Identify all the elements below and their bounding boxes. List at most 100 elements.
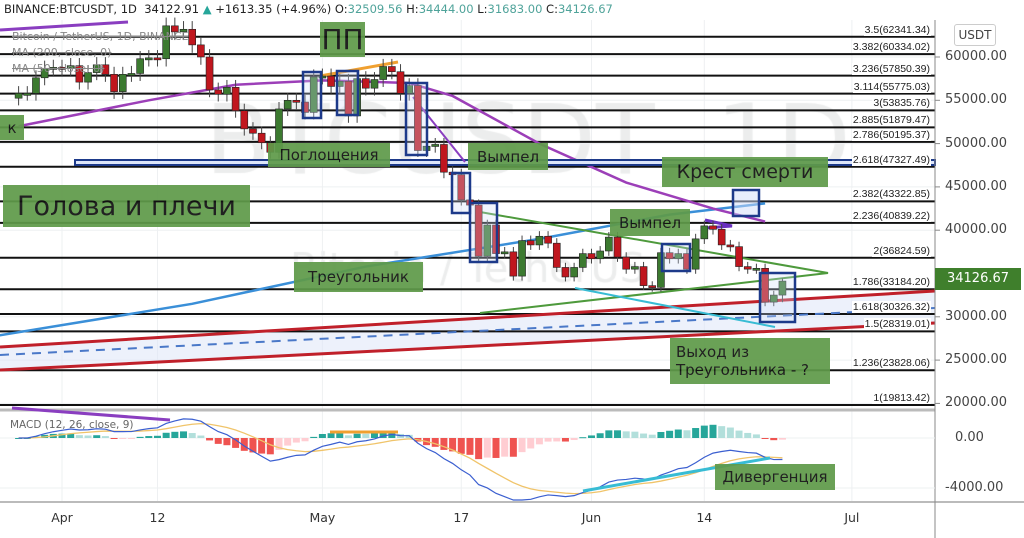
annotation-pennant-1[interactable]: Вымпел — [468, 143, 548, 170]
candle[interactable] — [605, 236, 613, 252]
purple-trendline-top[interactable] — [0, 20, 129, 32]
macd-purple-trendline[interactable] — [11, 406, 171, 422]
candle[interactable] — [752, 268, 761, 271]
candle[interactable] — [92, 64, 101, 73]
macd-divergence-line[interactable] — [582, 456, 771, 493]
candle[interactable] — [778, 280, 787, 296]
purple-pennant2-line[interactable] — [704, 218, 733, 230]
candle[interactable] — [101, 64, 110, 75]
currency-button[interactable]: USDT — [954, 24, 996, 46]
candle[interactable] — [14, 93, 23, 99]
candle[interactable] — [188, 28, 196, 46]
annotation-engulfing[interactable]: Поглощения — [268, 143, 390, 167]
channel-upper-line[interactable] — [0, 289, 936, 349]
candle[interactable] — [561, 267, 570, 278]
legend-macd[interactable]: MACD (12, 26, close, 9) — [10, 419, 134, 431]
candle[interactable] — [674, 253, 683, 260]
death-cross-box[interactable] — [731, 188, 761, 218]
candle[interactable] — [309, 76, 318, 113]
legend-series[interactable]: Bitcoin / TetherUS, 1D, BINANCE — [12, 30, 189, 43]
candle[interactable] — [735, 246, 743, 267]
candle[interactable] — [162, 25, 170, 60]
candle[interactable] — [552, 242, 561, 268]
annotation-partial[interactable]: к — [0, 115, 24, 140]
candle[interactable] — [84, 72, 92, 83]
candle[interactable] — [179, 28, 188, 33]
candle[interactable] — [648, 285, 657, 288]
candle[interactable] — [396, 71, 405, 94]
candle[interactable] — [40, 67, 49, 79]
candle[interactable] — [509, 251, 518, 277]
candle[interactable] — [544, 235, 552, 244]
highlight-box[interactable] — [468, 201, 499, 264]
candle[interactable] — [414, 85, 422, 151]
candle[interactable] — [613, 236, 622, 258]
annotation-triangle-exit[interactable]: Выход из Треугольника - ? — [670, 338, 830, 384]
candle[interactable] — [32, 77, 40, 94]
macd-signal-line[interactable] — [18, 422, 783, 495]
candle[interactable] — [118, 74, 127, 92]
candle[interactable] — [301, 101, 309, 113]
candle[interactable] — [75, 65, 84, 83]
candle[interactable] — [457, 174, 466, 201]
candle[interactable] — [483, 224, 492, 257]
annotation-head-and-shoulders[interactable]: Голова и плечи — [3, 185, 250, 227]
candle[interactable] — [761, 268, 769, 303]
candle[interactable] — [388, 66, 396, 73]
channel-lower-line[interactable] — [0, 321, 936, 372]
candle[interactable] — [665, 252, 674, 260]
annotation-pennant-2[interactable]: Вымпел — [610, 209, 690, 236]
highlight-box[interactable] — [450, 171, 472, 215]
highlight-box[interactable] — [660, 242, 692, 273]
candle[interactable] — [370, 79, 379, 89]
candle[interactable] — [691, 238, 700, 270]
candle[interactable] — [743, 266, 752, 270]
highlight-box[interactable] — [758, 271, 797, 324]
candle[interactable] — [622, 256, 631, 270]
candle[interactable] — [769, 294, 778, 303]
candle[interactable] — [110, 74, 118, 92]
highlight-box[interactable] — [301, 70, 323, 120]
candle[interactable] — [127, 73, 136, 76]
candle[interactable] — [318, 75, 327, 79]
candle[interactable] — [223, 87, 231, 95]
orange-trendline[interactable] — [319, 60, 399, 78]
candle[interactable] — [379, 66, 387, 80]
candle[interactable] — [474, 204, 483, 257]
candle[interactable] — [570, 267, 578, 278]
candle[interactable] — [639, 266, 648, 286]
candle[interactable] — [578, 253, 587, 268]
candle[interactable] — [58, 67, 66, 70]
candle[interactable] — [361, 78, 370, 89]
annotation-pp[interactable]: ПП — [320, 22, 365, 57]
candle[interactable] — [587, 253, 596, 260]
candle[interactable] — [596, 250, 604, 260]
candle[interactable] — [66, 65, 75, 69]
candle[interactable] — [726, 244, 735, 248]
candle[interactable] — [197, 44, 205, 58]
candle[interactable] — [171, 25, 179, 33]
candle[interactable] — [214, 89, 223, 95]
candle[interactable] — [700, 225, 709, 240]
candle[interactable] — [500, 251, 509, 255]
candle[interactable] — [717, 229, 726, 246]
annotation-divergence[interactable]: Дивергенция — [715, 464, 835, 490]
candle[interactable] — [631, 266, 639, 270]
candle[interactable] — [136, 58, 144, 74]
candle[interactable] — [440, 144, 448, 173]
triangle-pattern[interactable] — [479, 211, 829, 314]
highlight-box[interactable] — [335, 69, 360, 117]
candle[interactable] — [205, 56, 214, 91]
triangle-support-cyan-line[interactable] — [574, 287, 776, 328]
candle[interactable] — [283, 100, 292, 110]
legend-ma50[interactable]: MA (50, close, 0) — [12, 62, 105, 75]
candle[interactable] — [257, 132, 266, 144]
candle[interactable] — [292, 100, 301, 103]
candle[interactable] — [49, 67, 58, 70]
candle[interactable] — [526, 240, 535, 246]
candle[interactable] — [327, 75, 335, 87]
highlight-box[interactable] — [404, 81, 429, 157]
channel-mid-dashed-line[interactable] — [0, 307, 936, 356]
candle[interactable] — [709, 225, 717, 230]
